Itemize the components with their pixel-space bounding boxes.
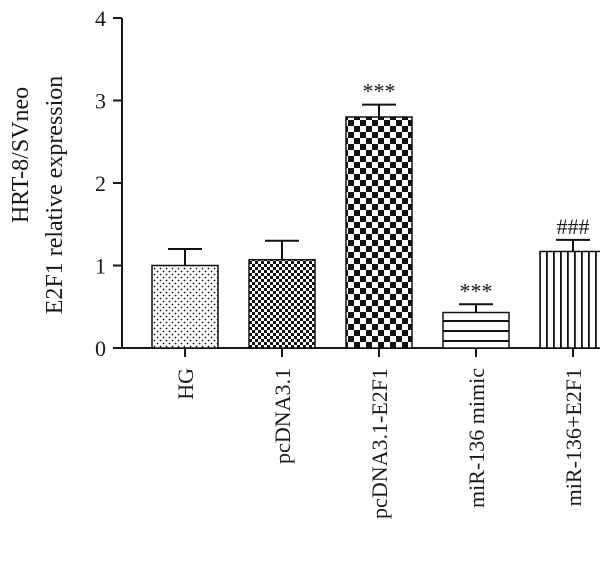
y-tick-label: 0 bbox=[95, 336, 106, 361]
y-tick-label: 2 bbox=[95, 171, 106, 196]
x-tick-label: pcDNA3.1 bbox=[270, 368, 295, 464]
x-tick-label: miR-136+E2F1 bbox=[561, 368, 586, 506]
bar-pcdna3-1-e2f1 bbox=[345, 116, 413, 349]
error-bars bbox=[168, 103, 590, 313]
y-axis-title: HRT-8/SVneo E2F1 relative expression bbox=[8, 76, 68, 315]
significance-label: *** bbox=[363, 79, 396, 104]
y-axis-title-line2: E2F1 relative expression bbox=[42, 76, 68, 315]
y-tick-label: 1 bbox=[95, 254, 106, 279]
bar-mir-136-mimic bbox=[442, 311, 510, 349]
x-tick-label: HG bbox=[173, 368, 198, 400]
significance-labels: *** *** ### bbox=[363, 79, 590, 304]
significance-label: *** bbox=[460, 278, 493, 303]
bar-mir-136-e2f1 bbox=[539, 250, 600, 349]
x-tick-labels: HG pcDNA3.1 pcDNA3.1-E2F1 miR-136 mimic miR-… bbox=[173, 368, 586, 519]
bar-hg bbox=[151, 264, 219, 349]
x-axis bbox=[122, 347, 600, 357]
x-tick-label: pcDNA3.1-E2F1 bbox=[367, 368, 392, 519]
y-axis-title-line1: HRT-8/SVneo bbox=[8, 87, 34, 223]
y-axis: 0 1 2 3 4 bbox=[95, 6, 123, 361]
bars bbox=[151, 116, 600, 349]
y-tick-label: 4 bbox=[95, 6, 106, 31]
bar-pcdna3-1 bbox=[248, 258, 316, 349]
y-tick-label: 3 bbox=[95, 89, 106, 114]
x-tick-label: miR-136 mimic bbox=[464, 368, 489, 508]
significance-label: ### bbox=[557, 214, 590, 239]
